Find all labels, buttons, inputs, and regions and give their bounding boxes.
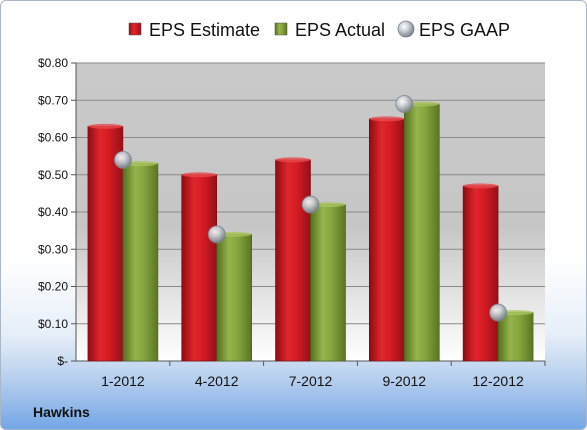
y-tick-label: $0.40	[38, 205, 68, 219]
bar-eps-estimate-top	[463, 183, 499, 189]
y-tick-label: $-	[57, 354, 68, 368]
y-tick-label: $0.30	[38, 242, 68, 256]
bar-eps-actual	[216, 234, 252, 362]
company-label: Hawkins	[33, 404, 90, 420]
x-tick-label: 1-2012	[101, 373, 145, 389]
y-tick-label: $0.20	[38, 280, 68, 294]
bar-eps-estimate-top	[87, 123, 123, 129]
point-eps-gaap	[114, 150, 132, 169]
legend-swatch	[274, 22, 288, 36]
bar-eps-actual	[403, 103, 440, 362]
x-tick-label: 4-2012	[195, 373, 239, 389]
x-tick-label: 12-2012	[472, 373, 524, 389]
point-eps-gaap	[207, 225, 226, 244]
legend-swatch	[397, 20, 415, 38]
bar-eps-estimate	[462, 185, 499, 362]
y-tick-label: $0.50	[38, 168, 68, 182]
bar-eps-estimate-top	[369, 116, 405, 122]
y-tick-label: $0.10	[38, 317, 68, 331]
bar-eps-actual	[122, 163, 159, 362]
bar-eps-estimate-top	[275, 157, 311, 163]
point-eps-gaap	[301, 195, 320, 214]
point-eps-gaap	[395, 95, 414, 113]
legend-label: EPS Actual	[295, 20, 385, 40]
x-tick-label: 9-2012	[383, 373, 427, 389]
legend-label: EPS GAAP	[419, 20, 510, 40]
y-tick-label: $0.60	[38, 131, 68, 145]
bar-eps-actual	[310, 204, 346, 362]
bar-eps-actual	[497, 312, 534, 362]
legend-label: EPS Estimate	[149, 20, 260, 40]
bar-eps-estimate	[368, 118, 405, 362]
point-eps-gaap	[489, 303, 508, 322]
bar-eps-estimate-top	[181, 172, 217, 178]
y-tick-label: $0.70	[38, 93, 68, 107]
bar-eps-estimate	[181, 174, 217, 362]
bar-eps-estimate	[275, 159, 311, 362]
y-tick-label: $0.80	[38, 56, 68, 70]
legend-swatch	[128, 22, 142, 36]
bar-eps-actual-top	[122, 161, 158, 167]
x-tick-label: 7-2012	[289, 373, 333, 389]
